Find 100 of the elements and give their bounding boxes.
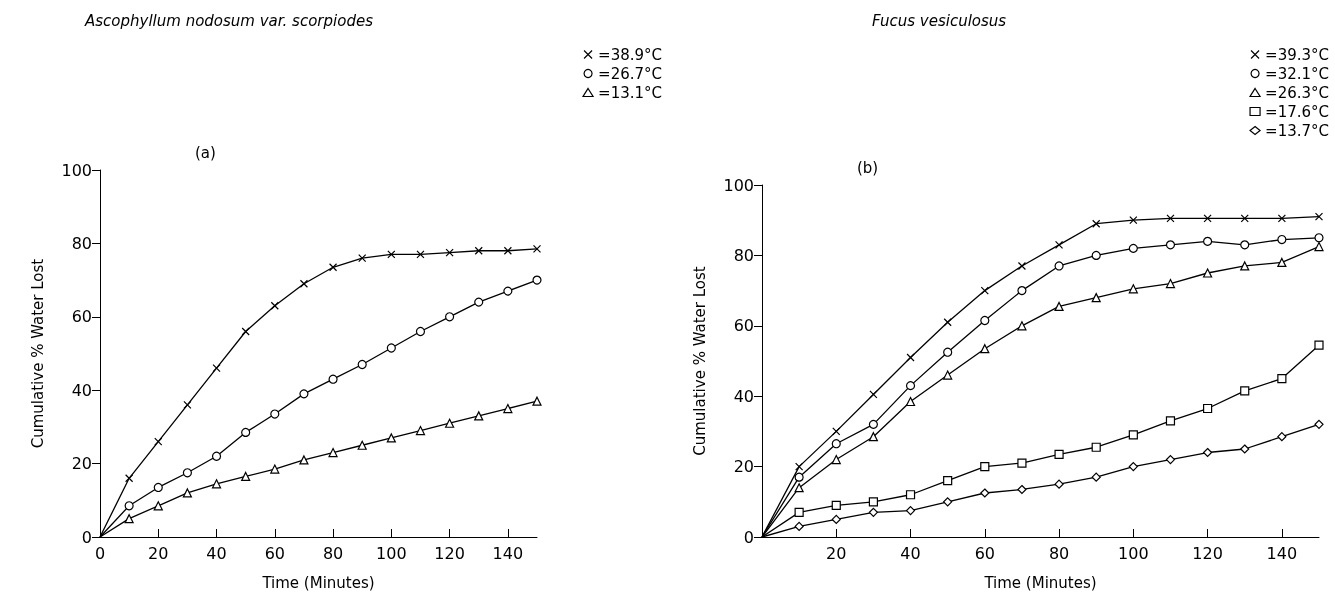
point bbox=[905, 396, 916, 407]
point bbox=[980, 344, 990, 354]
point bbox=[211, 479, 222, 489]
point bbox=[1054, 301, 1064, 312]
point bbox=[1203, 403, 1213, 414]
y-tick-label: 20 bbox=[733, 457, 754, 477]
x-tick-label: 140 bbox=[492, 543, 524, 563]
point bbox=[943, 497, 953, 507]
point bbox=[980, 488, 990, 498]
point bbox=[1054, 449, 1064, 459]
point bbox=[357, 359, 367, 370]
point bbox=[1128, 243, 1138, 253]
point bbox=[1128, 462, 1138, 472]
point bbox=[212, 364, 221, 373]
point bbox=[1091, 472, 1101, 482]
point bbox=[794, 483, 804, 493]
point bbox=[1277, 257, 1287, 268]
y-tick-label: 60 bbox=[71, 307, 92, 327]
point bbox=[1092, 219, 1101, 228]
point bbox=[270, 301, 279, 310]
point bbox=[1240, 386, 1250, 396]
y-tick-label: 40 bbox=[71, 380, 92, 400]
legend-label: =13.7°C bbox=[1265, 121, 1330, 140]
x-tick-label: 40 bbox=[206, 543, 227, 563]
point bbox=[1165, 416, 1176, 426]
point bbox=[868, 497, 878, 507]
point bbox=[1166, 214, 1175, 223]
point bbox=[868, 432, 878, 442]
point bbox=[1277, 374, 1287, 384]
legend-label: =13.1°C bbox=[598, 83, 663, 102]
point bbox=[943, 347, 953, 357]
x-axis-title: Time (Minutes) bbox=[983, 573, 1097, 592]
x-axis-title: Time (Minutes) bbox=[261, 573, 375, 592]
point bbox=[980, 462, 990, 472]
point bbox=[1203, 268, 1213, 278]
point bbox=[1203, 447, 1213, 458]
point bbox=[1240, 261, 1250, 271]
point bbox=[125, 474, 134, 483]
point bbox=[445, 248, 454, 257]
y-tick-label: 80 bbox=[71, 233, 92, 253]
x-tick-label: 120 bbox=[1192, 543, 1223, 563]
point bbox=[387, 250, 396, 259]
point bbox=[1240, 214, 1249, 223]
point bbox=[1314, 212, 1324, 221]
point bbox=[943, 318, 952, 327]
point bbox=[943, 370, 953, 380]
y-tick-label: 100 bbox=[723, 175, 754, 195]
point bbox=[831, 500, 841, 510]
point bbox=[532, 244, 542, 253]
y-tick-label: 0 bbox=[743, 527, 754, 547]
point bbox=[328, 374, 338, 384]
point bbox=[1054, 261, 1064, 271]
y-axis-title: Cumulative % Water Lost bbox=[28, 258, 47, 449]
x-tick-label: 60 bbox=[264, 543, 285, 563]
point bbox=[1314, 340, 1324, 350]
x-tick-label: 40 bbox=[900, 543, 921, 563]
point bbox=[241, 471, 251, 482]
point bbox=[1128, 430, 1138, 440]
point bbox=[328, 447, 338, 458]
point bbox=[906, 353, 915, 362]
point bbox=[299, 455, 309, 465]
point bbox=[1091, 250, 1101, 260]
point bbox=[299, 389, 309, 399]
point bbox=[794, 507, 804, 517]
point bbox=[1129, 216, 1138, 225]
x-tick-label: 20 bbox=[826, 543, 847, 563]
point bbox=[386, 433, 396, 443]
x-tick-label: 80 bbox=[1048, 543, 1070, 563]
x-tick-label: 140 bbox=[1266, 543, 1298, 563]
y-tick-label: 40 bbox=[733, 386, 754, 406]
point bbox=[241, 427, 251, 437]
point bbox=[153, 482, 163, 493]
point bbox=[905, 381, 916, 391]
point bbox=[831, 514, 841, 524]
point bbox=[124, 501, 134, 511]
point bbox=[358, 253, 367, 263]
point bbox=[241, 327, 250, 336]
point bbox=[503, 246, 512, 255]
point bbox=[1091, 442, 1101, 452]
point bbox=[474, 297, 484, 307]
point bbox=[445, 312, 455, 322]
point bbox=[532, 275, 542, 285]
x-tick-label: 20 bbox=[148, 543, 169, 563]
point bbox=[503, 286, 513, 296]
point bbox=[1017, 484, 1027, 495]
point bbox=[154, 437, 163, 446]
x-tick-label: 0 bbox=[94, 543, 106, 563]
x-tick-label: 80 bbox=[322, 543, 344, 563]
point bbox=[532, 396, 542, 406]
point bbox=[832, 427, 841, 436]
point bbox=[794, 521, 804, 532]
y-tick-label: 20 bbox=[71, 454, 92, 474]
point bbox=[868, 507, 878, 517]
point bbox=[182, 468, 192, 478]
point bbox=[1165, 454, 1176, 465]
x-tick-label: 100 bbox=[1118, 543, 1149, 563]
point bbox=[831, 454, 841, 465]
point bbox=[980, 315, 990, 326]
point bbox=[905, 506, 916, 516]
point bbox=[1240, 240, 1250, 250]
